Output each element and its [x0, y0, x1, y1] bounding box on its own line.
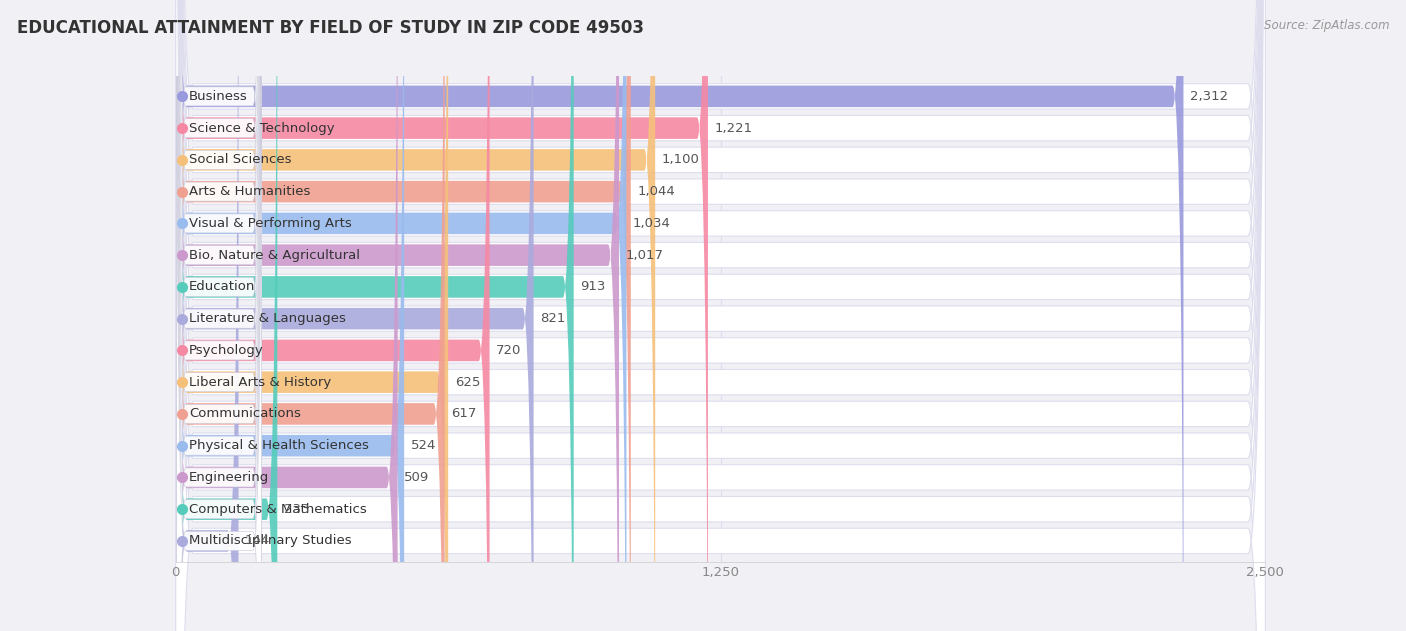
Text: Engineering: Engineering — [188, 471, 269, 484]
FancyBboxPatch shape — [177, 0, 262, 631]
Text: 509: 509 — [404, 471, 429, 484]
FancyBboxPatch shape — [176, 0, 398, 631]
FancyBboxPatch shape — [176, 0, 1265, 631]
Text: 1,221: 1,221 — [714, 122, 752, 134]
Text: Liberal Arts & History: Liberal Arts & History — [188, 375, 330, 389]
Text: Multidisciplinary Studies: Multidisciplinary Studies — [188, 534, 352, 548]
FancyBboxPatch shape — [176, 0, 1265, 631]
Text: 1,017: 1,017 — [626, 249, 664, 262]
FancyBboxPatch shape — [177, 0, 262, 631]
FancyBboxPatch shape — [176, 0, 709, 631]
Text: 913: 913 — [581, 280, 606, 293]
FancyBboxPatch shape — [177, 0, 262, 631]
FancyBboxPatch shape — [177, 0, 262, 631]
Text: Social Sciences: Social Sciences — [188, 153, 291, 167]
FancyBboxPatch shape — [176, 0, 444, 631]
Text: Arts & Humanities: Arts & Humanities — [188, 185, 311, 198]
FancyBboxPatch shape — [177, 0, 262, 631]
FancyBboxPatch shape — [177, 0, 262, 631]
Text: Psychology: Psychology — [188, 344, 263, 357]
Text: Visual & Performing Arts: Visual & Performing Arts — [188, 217, 352, 230]
FancyBboxPatch shape — [176, 0, 449, 631]
Text: 233: 233 — [284, 503, 309, 516]
Text: Physical & Health Sciences: Physical & Health Sciences — [188, 439, 368, 452]
Text: 720: 720 — [496, 344, 522, 357]
Text: 821: 821 — [540, 312, 565, 325]
Text: Literature & Languages: Literature & Languages — [188, 312, 346, 325]
FancyBboxPatch shape — [177, 0, 262, 631]
FancyBboxPatch shape — [176, 0, 655, 631]
FancyBboxPatch shape — [177, 0, 262, 631]
FancyBboxPatch shape — [177, 0, 262, 631]
FancyBboxPatch shape — [176, 0, 1265, 631]
Text: Business: Business — [188, 90, 247, 103]
FancyBboxPatch shape — [176, 0, 1265, 631]
FancyBboxPatch shape — [176, 0, 1265, 631]
Text: 1,034: 1,034 — [633, 217, 671, 230]
Text: Education: Education — [188, 280, 256, 293]
Text: 2,312: 2,312 — [1189, 90, 1227, 103]
Text: 1,100: 1,100 — [662, 153, 700, 167]
FancyBboxPatch shape — [176, 0, 1265, 631]
Text: Science & Technology: Science & Technology — [188, 122, 335, 134]
FancyBboxPatch shape — [176, 0, 1265, 631]
Text: Bio, Nature & Agricultural: Bio, Nature & Agricultural — [188, 249, 360, 262]
FancyBboxPatch shape — [176, 0, 1265, 631]
FancyBboxPatch shape — [176, 0, 1265, 631]
FancyBboxPatch shape — [176, 0, 631, 631]
FancyBboxPatch shape — [176, 0, 619, 631]
FancyBboxPatch shape — [176, 0, 239, 631]
FancyBboxPatch shape — [176, 0, 1265, 631]
FancyBboxPatch shape — [177, 0, 262, 631]
FancyBboxPatch shape — [177, 0, 262, 631]
Text: 524: 524 — [411, 439, 436, 452]
Text: EDUCATIONAL ATTAINMENT BY FIELD OF STUDY IN ZIP CODE 49503: EDUCATIONAL ATTAINMENT BY FIELD OF STUDY… — [17, 19, 644, 37]
FancyBboxPatch shape — [177, 0, 262, 631]
FancyBboxPatch shape — [176, 0, 277, 631]
FancyBboxPatch shape — [176, 0, 1265, 631]
Text: 1,044: 1,044 — [637, 185, 675, 198]
FancyBboxPatch shape — [176, 0, 1265, 631]
Text: 625: 625 — [454, 375, 479, 389]
Text: 144: 144 — [245, 534, 270, 548]
FancyBboxPatch shape — [176, 0, 1265, 631]
FancyBboxPatch shape — [177, 0, 262, 631]
Text: Computers & Mathematics: Computers & Mathematics — [188, 503, 367, 516]
Text: Source: ZipAtlas.com: Source: ZipAtlas.com — [1264, 19, 1389, 32]
Text: 617: 617 — [451, 408, 477, 420]
FancyBboxPatch shape — [176, 0, 627, 631]
FancyBboxPatch shape — [176, 0, 1184, 631]
FancyBboxPatch shape — [176, 0, 534, 631]
FancyBboxPatch shape — [176, 0, 1265, 631]
FancyBboxPatch shape — [177, 0, 262, 631]
FancyBboxPatch shape — [176, 0, 1265, 631]
Text: Communications: Communications — [188, 408, 301, 420]
FancyBboxPatch shape — [176, 0, 574, 631]
FancyBboxPatch shape — [177, 0, 262, 631]
FancyBboxPatch shape — [176, 0, 404, 631]
FancyBboxPatch shape — [176, 0, 489, 631]
